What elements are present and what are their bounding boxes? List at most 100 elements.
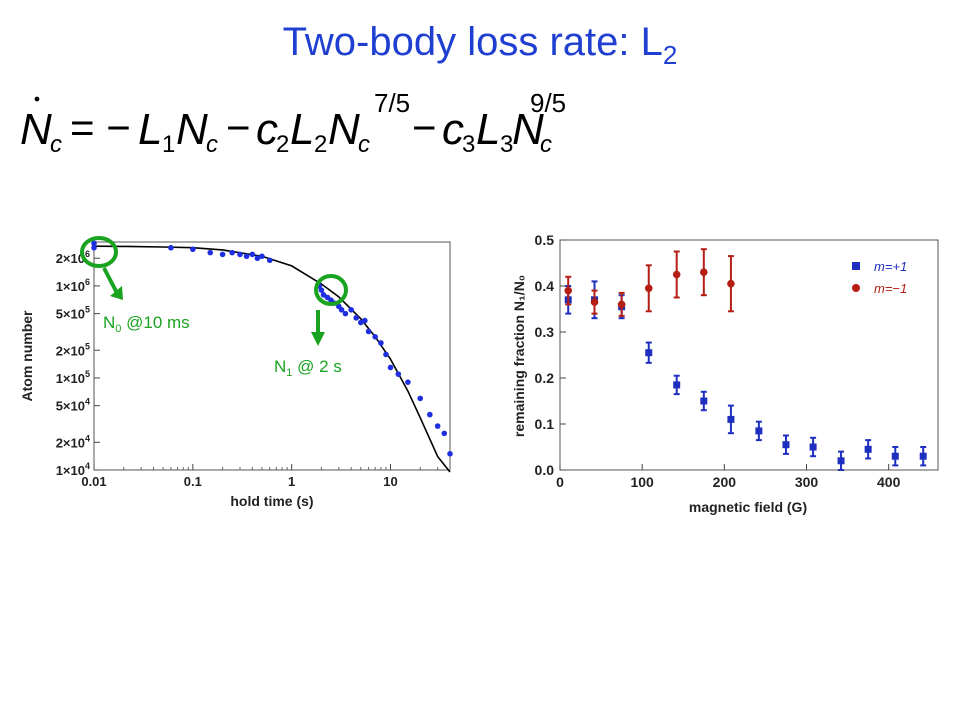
left-data-point: [219, 251, 226, 258]
n1-label-rest: @ 2 s: [292, 357, 341, 376]
eq-n1-sub: c: [206, 131, 218, 158]
eq-exp-2: 7/5: [374, 88, 410, 118]
left-data-point: [237, 251, 243, 258]
left-x-tick-label: 1: [288, 474, 295, 489]
eq-equals: = −: [70, 104, 131, 151]
left-data-point: [259, 253, 265, 260]
n0-label-rest: @10 ms: [121, 313, 189, 332]
left-data-point: [229, 249, 235, 256]
right-x-tick-label: 200: [713, 474, 737, 490]
legend-label: m=−1: [874, 281, 907, 296]
left-data-point: [405, 379, 411, 385]
n1-label-sub: 1: [286, 367, 292, 379]
left-data-point: [378, 340, 384, 346]
slide-title-main: Two-body loss rate: L: [282, 20, 663, 64]
right-y-tick-label: 0.5: [535, 232, 555, 248]
left-data-point: [243, 253, 250, 260]
left-data-point: [348, 307, 354, 313]
n0-arrow-head: [110, 286, 123, 300]
n0-highlight-circle: [80, 236, 118, 268]
left-x-tick-label: 0.01: [81, 474, 106, 489]
right-data-point-circle: [564, 286, 573, 295]
right-x-axis-label: magnetic field (G): [689, 499, 807, 515]
rate-equation: N c = − L 1 N c − c 2 L 2 N c 7/5 − c 3 …: [20, 88, 566, 158]
right-x-tick-label: 300: [795, 474, 819, 490]
left-data-point: [387, 364, 394, 371]
left-data-point: [91, 240, 97, 247]
right-legend: m=+1 m=−1: [852, 259, 907, 296]
right-data-point-circle: [617, 300, 626, 309]
eq-l2: L: [290, 105, 314, 154]
left-data-point: [207, 249, 214, 256]
right-data-point-square: [700, 397, 708, 405]
legend-marker-circle: [852, 284, 860, 292]
left-data-point: [441, 430, 448, 437]
left-x-tick-label: 10: [383, 474, 397, 489]
right-x-tick-label: 0: [556, 474, 564, 490]
right-data-point-square: [809, 443, 817, 451]
eq-c2-sub: 2: [276, 131, 289, 158]
n0-label-main: N: [103, 313, 115, 332]
right-data-point-circle: [727, 279, 735, 288]
right-y-tick-label: 0.4: [535, 278, 555, 294]
left-fit-curve: [93, 245, 451, 473]
right-data-point-square: [755, 427, 763, 435]
n0-arrow-shaft: [102, 267, 119, 294]
left-data-point: [168, 244, 174, 251]
eq-exp-3: 9/5: [530, 88, 566, 118]
left-data-point: [249, 251, 256, 258]
right-data-point-square: [919, 452, 927, 460]
left-data-point: [266, 257, 273, 264]
slide-title-subscript: 2: [662, 40, 678, 70]
eq-l1: L: [138, 105, 162, 154]
right-data-point-circle: [672, 270, 681, 279]
left-y-axis-label: Atom number: [19, 310, 35, 402]
right-plot-frame: [559, 239, 939, 471]
left-y-tick-label: 5×104: [56, 397, 90, 414]
eq-l2-sub: 2: [314, 131, 327, 158]
eq-lhs: N: [20, 105, 52, 154]
eq-n3: N: [512, 105, 544, 154]
eq-c3: c: [442, 105, 464, 154]
atom-number-chart: 0.01 0.1 1 102×1061×1065×1052×1051×1055×104…: [19, 236, 453, 509]
eq-lhs-sub: c: [50, 131, 62, 158]
eq-c3-sub: 3: [462, 131, 475, 158]
left-data-point: [365, 328, 372, 335]
n0-annotation: N0 @10 ms: [80, 236, 190, 335]
left-data-point: [447, 450, 453, 457]
right-y-tick-label: 0.3: [535, 324, 555, 340]
left-y-tick-label: 5×105: [56, 305, 90, 322]
left-x-axis-label: hold time (s): [230, 493, 313, 509]
left-x-tick-label: 0.1: [184, 474, 202, 489]
left-data-point: [353, 315, 360, 321]
legend-label: m=+1: [874, 259, 907, 274]
right-data-point-circle: [700, 268, 708, 276]
eq-l1-sub: 1: [162, 131, 175, 158]
right-data-point-square: [782, 441, 790, 449]
left-data-point: [254, 255, 261, 262]
eq-n2: N: [328, 105, 360, 154]
left-y-tick-label: 1×104: [56, 461, 90, 478]
right-data-point-circle: [590, 298, 599, 306]
n1-highlight-circle: [314, 274, 348, 306]
left-data-point: [318, 287, 325, 293]
eq-l3: L: [476, 105, 500, 154]
left-data-point: [372, 334, 378, 340]
left-data-point: [342, 310, 349, 317]
right-data-point-square: [837, 457, 845, 465]
remaining-fraction-chart: 0 100 200 300 400 0.0 0.1 0.2 0.3 0.4 0.5 m=+1 m=−1…: [511, 232, 939, 515]
n1-label-main: N: [274, 357, 286, 376]
right-x-tick-label: 400: [877, 474, 901, 490]
left-data-point: [417, 395, 424, 402]
n1-annotation: N1 @ 2 s: [274, 274, 348, 379]
left-data-point: [91, 244, 97, 251]
n1-arrow-head: [311, 332, 325, 346]
right-data-point-square: [673, 381, 681, 389]
left-data-point: [190, 246, 196, 253]
left-y-tick-label: 2×106: [56, 249, 90, 266]
eq-l3-sub: 3: [500, 131, 513, 158]
left-data-point: [362, 317, 368, 324]
right-data-point-square: [864, 445, 872, 453]
right-x-tick-label: 100: [630, 474, 654, 490]
left-data-point: [338, 307, 345, 313]
